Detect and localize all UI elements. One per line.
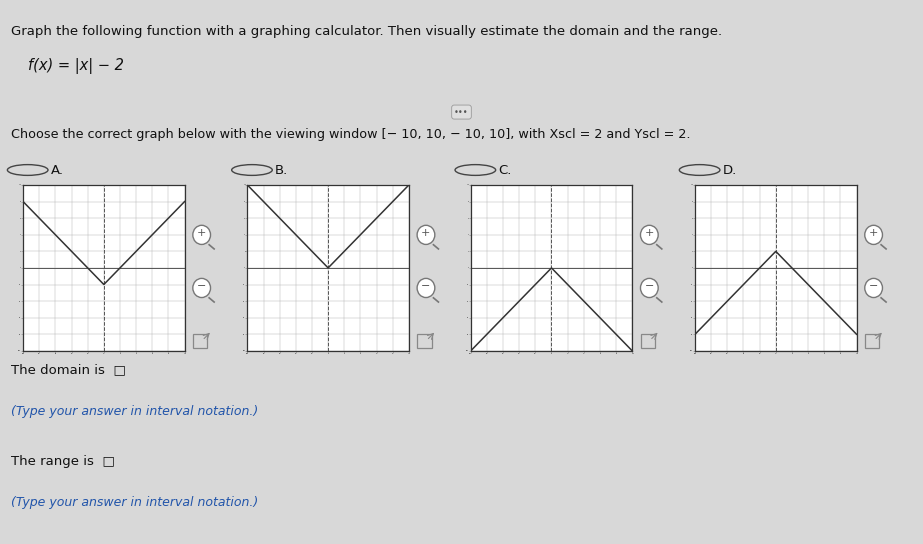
Text: −: − xyxy=(869,281,879,292)
Circle shape xyxy=(865,279,882,298)
Circle shape xyxy=(193,225,210,244)
Circle shape xyxy=(641,225,658,244)
Circle shape xyxy=(865,225,882,244)
Text: −: − xyxy=(421,281,431,292)
Text: +: + xyxy=(197,228,207,238)
Text: D.: D. xyxy=(723,164,737,176)
Circle shape xyxy=(417,225,435,244)
Text: B.: B. xyxy=(275,164,288,176)
Circle shape xyxy=(193,279,210,298)
Text: (Type your answer in interval notation.): (Type your answer in interval notation.) xyxy=(11,405,258,418)
Text: C.: C. xyxy=(498,164,511,176)
Text: Choose the correct graph below with the viewing window [− 10, 10, − 10, 10], wit: Choose the correct graph below with the … xyxy=(11,128,690,141)
Text: f(x) = |x| − 2: f(x) = |x| − 2 xyxy=(28,59,124,75)
Circle shape xyxy=(417,279,435,298)
Text: +: + xyxy=(421,228,431,238)
Text: Graph the following function with a graphing calculator. Then visually estimate : Graph the following function with a grap… xyxy=(11,26,722,38)
Text: −: − xyxy=(197,281,207,292)
Text: •••: ••• xyxy=(454,108,469,116)
Text: The range is  □: The range is □ xyxy=(11,455,115,467)
Text: (Type your answer in interval notation.): (Type your answer in interval notation.) xyxy=(11,496,258,509)
Circle shape xyxy=(641,279,658,298)
Text: +: + xyxy=(644,228,654,238)
Text: The domain is  □: The domain is □ xyxy=(11,363,126,376)
Text: A.: A. xyxy=(51,164,64,176)
Text: +: + xyxy=(869,228,879,238)
Text: −: − xyxy=(644,281,654,292)
